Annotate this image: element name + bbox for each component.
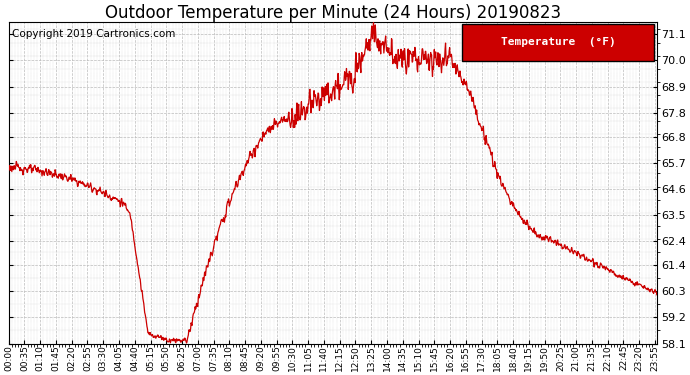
Text: Temperature  (°F): Temperature (°F) — [500, 38, 615, 47]
Title: Outdoor Temperature per Minute (24 Hours) 20190823: Outdoor Temperature per Minute (24 Hours… — [105, 4, 561, 22]
Text: Copyright 2019 Cartronics.com: Copyright 2019 Cartronics.com — [12, 29, 175, 39]
FancyBboxPatch shape — [462, 24, 653, 61]
